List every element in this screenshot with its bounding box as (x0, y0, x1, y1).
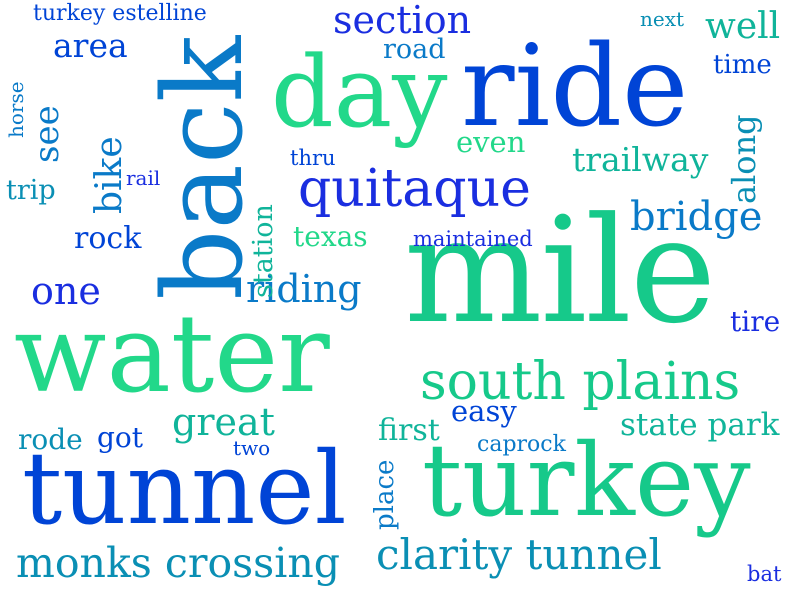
word-mile: mile (404, 186, 716, 356)
word-caprock: caprock (477, 432, 566, 457)
word-back: back (139, 35, 267, 300)
word-two: two (233, 436, 271, 460)
word-water: water (14, 292, 330, 417)
word-bat: bat (747, 562, 782, 586)
word-quitaque: quitaque (298, 159, 531, 219)
word-texas: texas (293, 220, 368, 253)
word-tunnel: tunnel (22, 430, 347, 547)
word-thru: thru (290, 146, 336, 170)
word-well: well (705, 6, 781, 47)
word-ride: ride (461, 22, 689, 152)
word-trip: trip (6, 175, 56, 206)
word-trailway: trailway (572, 140, 709, 179)
word-rode: rode (18, 423, 83, 456)
word-monks-crossing: monks crossing (16, 539, 340, 587)
word-area: area (53, 26, 128, 65)
word-section: section (333, 0, 472, 42)
word-first: first (378, 413, 440, 448)
word-turkey-estelline: turkey estelline (33, 1, 207, 26)
word-easy: easy (451, 394, 517, 428)
word-turkey: turkey (422, 422, 751, 539)
word-bridge: bridge (630, 194, 763, 240)
word-day: day (271, 36, 448, 150)
word-along: along (725, 114, 763, 204)
word-state-park: state park (620, 407, 780, 443)
word-riding: riding (246, 267, 362, 311)
word-great: great (172, 400, 275, 444)
word-road: road (383, 34, 446, 65)
word-place: place (370, 459, 400, 530)
word-one: one (31, 269, 101, 313)
word-next: next (640, 7, 685, 31)
word-maintained: maintained (413, 227, 533, 251)
word-horse: horse (4, 81, 28, 138)
word-clarity-tunnel: clarity tunnel (376, 530, 662, 579)
word-see: see (27, 105, 67, 163)
word-rock: rock (74, 221, 142, 256)
word-rail: rail (126, 166, 161, 190)
word-station: station (248, 204, 279, 298)
word-bike: bike (89, 136, 130, 214)
word-south-plains: south plains (420, 352, 741, 412)
word-time: time (713, 50, 772, 80)
word-even: even (456, 125, 526, 159)
word-got: got (97, 421, 144, 454)
word-tire: tire (730, 305, 781, 338)
